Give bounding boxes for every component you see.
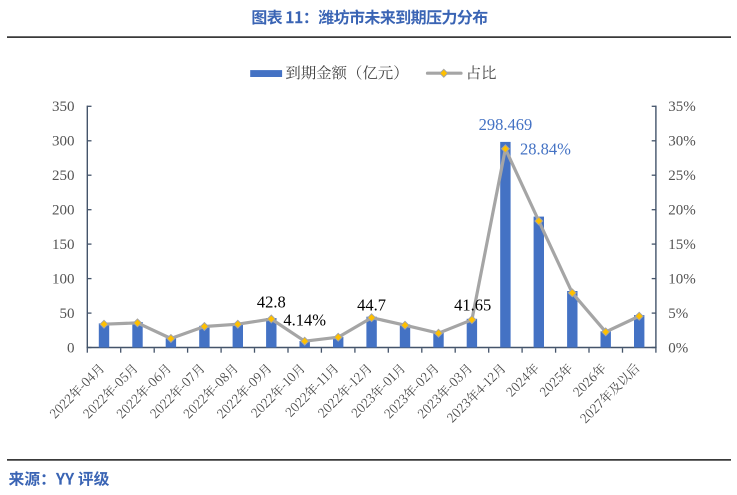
svg-text:4.14%: 4.14% — [283, 311, 326, 330]
svg-text:298.469: 298.469 — [479, 115, 533, 134]
svg-text:35%: 35% — [668, 99, 696, 115]
svg-text:25%: 25% — [668, 168, 696, 184]
svg-text:28.84%: 28.84% — [520, 139, 571, 158]
svg-text:0%: 0% — [668, 340, 688, 356]
svg-text:0: 0 — [67, 340, 75, 356]
svg-text:42.8: 42.8 — [257, 293, 286, 312]
svg-text:50: 50 — [60, 306, 75, 322]
svg-text:200: 200 — [52, 203, 75, 219]
svg-text:5%: 5% — [668, 306, 688, 322]
svg-text:250: 250 — [52, 168, 75, 184]
svg-text:30%: 30% — [668, 134, 696, 150]
svg-text:20%: 20% — [668, 203, 696, 219]
svg-text:10%: 10% — [668, 272, 696, 288]
svg-text:300: 300 — [52, 134, 75, 150]
svg-text:15%: 15% — [668, 237, 696, 253]
svg-text:44.7: 44.7 — [357, 296, 386, 315]
svg-text:41.65: 41.65 — [454, 296, 491, 315]
svg-text:100: 100 — [52, 272, 75, 288]
svg-text:150: 150 — [52, 237, 75, 253]
svg-text:350: 350 — [52, 99, 75, 115]
